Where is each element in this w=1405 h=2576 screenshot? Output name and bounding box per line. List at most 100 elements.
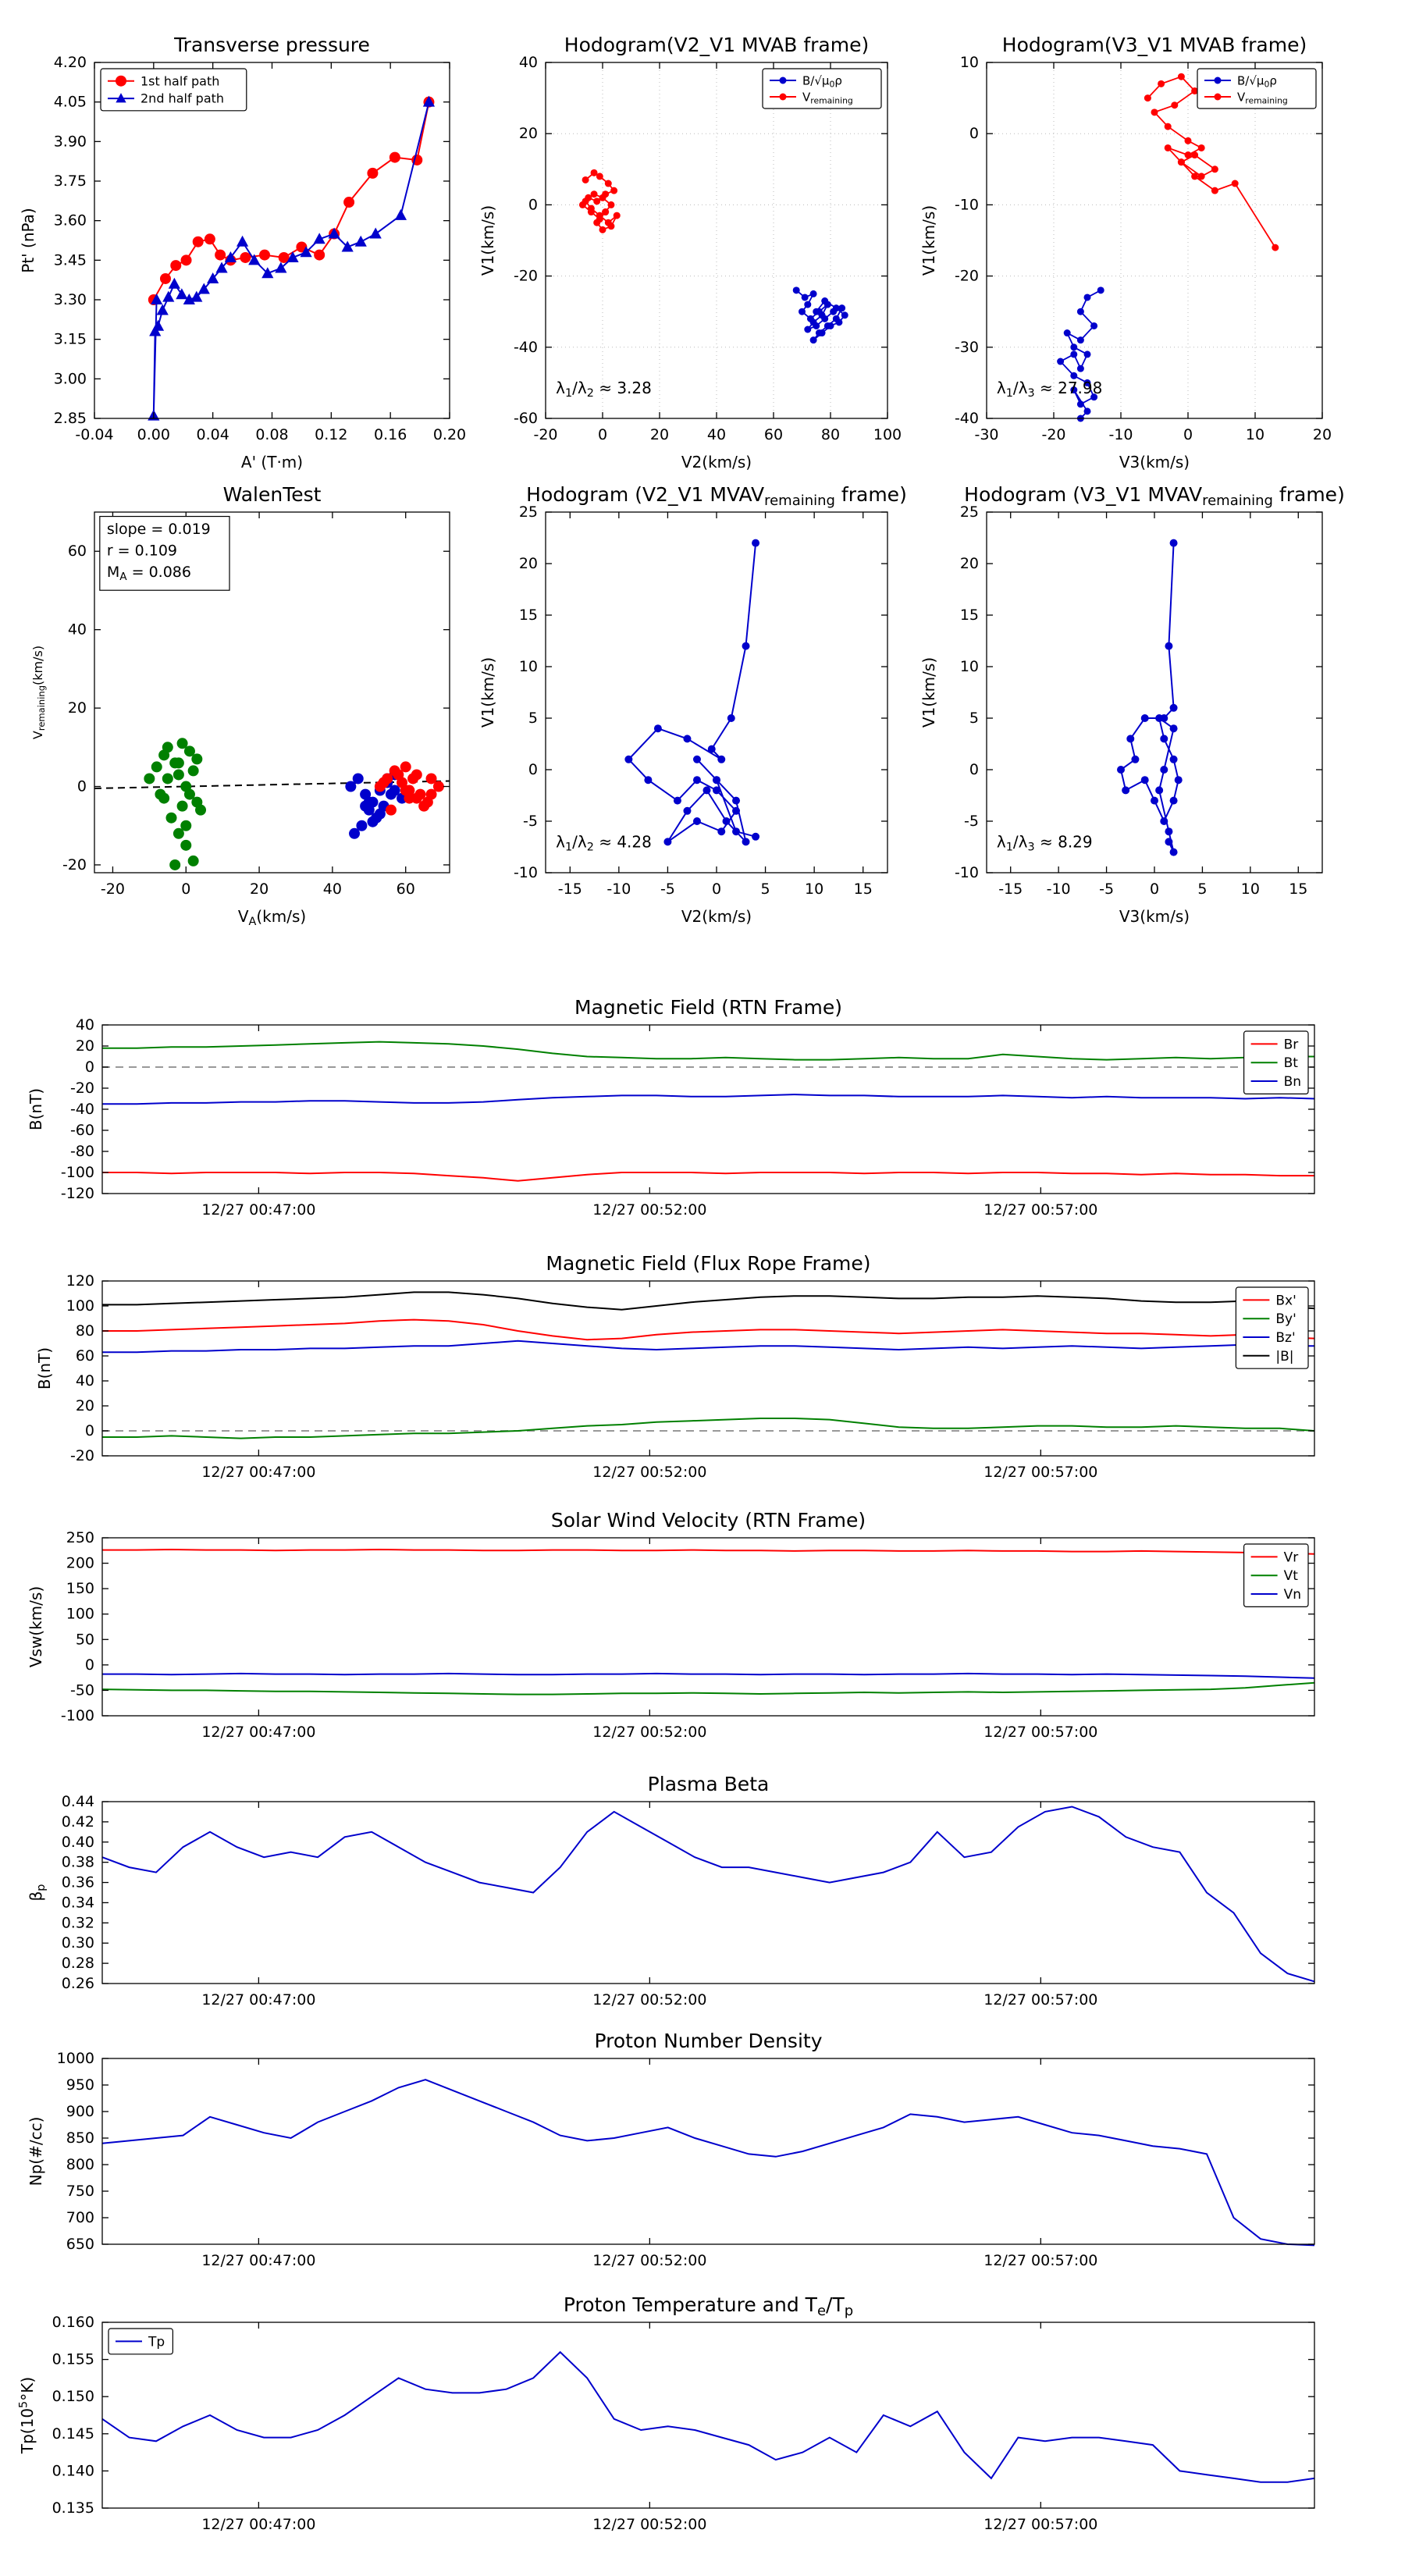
svg-text:12/27 00:52:00: 12/27 00:52:00	[592, 1201, 706, 1219]
svg-text:λ1/λ2 ≈ 4.28: λ1/λ2 ≈ 4.28	[556, 833, 652, 854]
svg-text:25: 25	[519, 503, 538, 521]
chart-hodogram-v3v1-mvab: -30 -20 -10 0 10 20 -40 -30 -20 -10 0 10 Hodogram(V3…	[905, 0, 1344, 500]
svg-text:Proton Temperature and Te/Tp: Proton Temperature and Te/Tp	[564, 2293, 853, 2319]
svg-text:0.34: 0.34	[62, 1894, 94, 1911]
svg-text:-20: -20	[514, 268, 538, 285]
svg-text:r = 0.109: r = 0.109	[107, 543, 177, 560]
svg-text:200: 200	[66, 1555, 94, 1572]
svg-text:3.90: 3.90	[54, 133, 87, 150]
svg-text:0.04: 0.04	[197, 426, 229, 443]
svg-text:0.16: 0.16	[374, 426, 407, 443]
chart-proton-temperature: 12/27 00:47:00 12/27 00:52:00 12/27 00:57:…	[0, 2270, 1405, 2543]
svg-text:10: 10	[519, 658, 538, 675]
svg-text:V3(km/s): V3(km/s)	[1119, 907, 1190, 926]
svg-text:A' (T·m): A' (T·m)	[241, 453, 303, 471]
svg-text:0: 0	[969, 125, 979, 142]
svg-text:4.20: 4.20	[54, 54, 87, 71]
svg-text:10: 10	[805, 881, 823, 898]
svg-text:0.08: 0.08	[255, 426, 288, 443]
svg-text:B(nT): B(nT)	[35, 1347, 54, 1389]
svg-text:-15: -15	[998, 881, 1023, 898]
plot-svg: 12/27 00:47:00 12/27 00:52:00 12/27 00:57:…	[27, 2030, 1315, 2269]
svg-text:0: 0	[85, 1059, 94, 1076]
svg-text:-40: -40	[70, 1101, 94, 1118]
svg-text:12/27 00:57:00: 12/27 00:57:00	[984, 1464, 1097, 1481]
svg-text:0.44: 0.44	[62, 1793, 94, 1810]
svg-text:0: 0	[1150, 881, 1159, 898]
svg-text:60: 60	[397, 881, 415, 898]
svg-text:12/27 00:47:00: 12/27 00:47:00	[201, 1991, 315, 2008]
svg-text:0.26: 0.26	[62, 1975, 94, 1992]
svg-text:250: 250	[66, 1529, 94, 1546]
svg-text:150: 150	[66, 1580, 94, 1597]
svg-text:20: 20	[519, 125, 538, 142]
svg-text:0.135: 0.135	[52, 2500, 94, 2517]
svg-text:-60: -60	[514, 410, 538, 427]
svg-text:Vsw(km/s): Vsw(km/s)	[27, 1586, 45, 1667]
svg-text:0.150: 0.150	[52, 2388, 94, 2405]
chart-walen-test: -20 0 20 40 60 -20 0 20 40 60 WalenTest VA(km/s) Vre…	[0, 483, 468, 984]
svg-text:12/27 00:52:00: 12/27 00:52:00	[592, 1724, 706, 1741]
svg-text:40: 40	[68, 621, 87, 639]
svg-text:12/27 00:57:00: 12/27 00:57:00	[984, 1724, 1097, 1741]
svg-text:15: 15	[1289, 881, 1307, 898]
svg-text:0: 0	[1183, 426, 1193, 443]
svg-text:40: 40	[76, 1016, 94, 1034]
svg-text:700: 700	[66, 2209, 94, 2226]
svg-text:12/27 00:57:00: 12/27 00:57:00	[984, 1991, 1097, 2008]
svg-text:20: 20	[519, 555, 538, 572]
svg-text:Hodogram (V2_V1 MVAVremaining: Hodogram (V2_V1 MVAVremaining frame)	[526, 484, 905, 509]
svg-text:20: 20	[76, 1037, 94, 1055]
svg-text:Vt: Vt	[1284, 1568, 1299, 1584]
svg-text:2.85: 2.85	[54, 410, 87, 427]
svg-text:12/27 00:52:00: 12/27 00:52:00	[592, 1991, 706, 2008]
svg-text:20: 20	[960, 555, 979, 572]
svg-text:5: 5	[969, 710, 979, 727]
svg-text:Pt' (nPa): Pt' (nPa)	[19, 208, 37, 272]
svg-text:Vremaining(km/s): Vremaining(km/s)	[30, 646, 47, 739]
svg-text:0.12: 0.12	[315, 426, 347, 443]
svg-text:40: 40	[76, 1372, 94, 1389]
svg-text:0.32: 0.32	[62, 1914, 94, 1931]
svg-text:5: 5	[761, 881, 770, 898]
svg-text:20: 20	[250, 881, 269, 898]
svg-text:3.15: 3.15	[54, 331, 87, 348]
svg-text:12/27 00:47:00: 12/27 00:47:00	[201, 2516, 315, 2533]
svg-text:0: 0	[598, 426, 607, 443]
svg-text:WalenTest: WalenTest	[223, 484, 322, 506]
svg-text:0: 0	[969, 761, 979, 778]
svg-text:V2(km/s): V2(km/s)	[681, 907, 752, 926]
svg-text:20: 20	[68, 699, 87, 717]
svg-text:0: 0	[77, 778, 87, 795]
svg-text:15: 15	[960, 607, 979, 624]
svg-text:Vremaining: Vremaining	[1237, 90, 1288, 105]
svg-text:120: 120	[66, 1272, 94, 1290]
chart-magnetic-field-rtn: 12/27 00:47:00 12/27 00:52:00 12/27 00:57:…	[0, 976, 1405, 1233]
svg-text:0: 0	[712, 881, 721, 898]
svg-text:12/27 00:47:00: 12/27 00:47:00	[201, 1201, 315, 1219]
svg-text:50: 50	[76, 1631, 94, 1648]
svg-text:-40: -40	[955, 410, 979, 427]
svg-text:750: 750	[66, 2183, 94, 2200]
chart-solar-wind-velocity: 12/27 00:47:00 12/27 00:52:00 12/27 00:57:…	[0, 1489, 1405, 1751]
svg-text:850: 850	[66, 2129, 94, 2147]
svg-text:-10: -10	[1047, 881, 1071, 898]
svg-text:10: 10	[1241, 881, 1260, 898]
svg-text:Vremaining: Vremaining	[802, 90, 853, 105]
svg-text:-20: -20	[533, 426, 557, 443]
svg-text:12/27 00:52:00: 12/27 00:52:00	[592, 1464, 706, 1481]
svg-text:-20: -20	[62, 856, 87, 873]
svg-text:-10: -10	[514, 864, 538, 881]
svg-text:Magnetic Field (Flux Rope Fram: Magnetic Field (Flux Rope Frame)	[546, 1252, 870, 1275]
chart-transverse-pressure: -0.04 0.00 0.04 0.08 0.12 0.16 0.20 2.85 3.00 3.1…	[0, 0, 468, 500]
svg-text:V1(km/s): V1(km/s)	[478, 657, 497, 728]
svg-text:-30: -30	[974, 426, 998, 443]
chart-hodogram-v2v1-mvav: -15 -10 -5 0 5 10 15 -10 -5 0 5 10 15 20 25 Hodogram (V…	[468, 483, 907, 984]
svg-text:12/27 00:52:00: 12/27 00:52:00	[592, 2252, 706, 2269]
svg-text:5: 5	[1197, 881, 1207, 898]
svg-text:950: 950	[66, 2076, 94, 2094]
svg-text:15: 15	[854, 881, 873, 898]
svg-text:3.45: 3.45	[54, 251, 87, 269]
